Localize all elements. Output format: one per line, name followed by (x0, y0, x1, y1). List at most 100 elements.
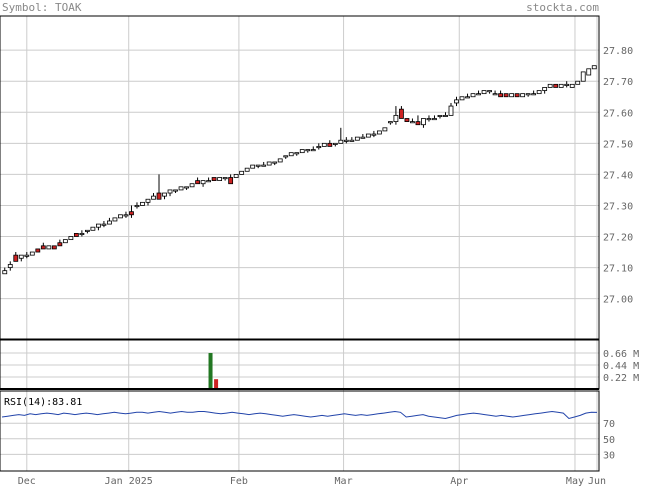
candle-body (354, 136, 360, 141)
candle-body (162, 192, 167, 197)
x-tick-label: Mar (335, 476, 353, 486)
candle-body (365, 133, 371, 138)
candle-body (476, 93, 481, 96)
candle-body (316, 146, 322, 149)
candle-body (272, 161, 278, 164)
rsi-line (1, 410, 598, 420)
candle-body (558, 83, 564, 88)
candle-body (376, 130, 382, 135)
candle-body (211, 177, 217, 182)
volume-bar (214, 379, 219, 389)
candle-body (101, 223, 107, 226)
candle-body (57, 242, 63, 247)
candle-body (151, 195, 156, 200)
candle-body (371, 133, 377, 136)
price-tick-label: 27.80 (603, 46, 633, 57)
candle-body (217, 177, 223, 182)
candle-body (233, 173, 239, 178)
candle-body (503, 93, 509, 98)
price-tick-label: 27.10 (603, 264, 633, 275)
candle-body (228, 177, 234, 185)
candle-body (536, 90, 542, 95)
candle-body (305, 149, 311, 152)
candle-body (288, 152, 294, 157)
price-panel-frame (0, 15, 600, 340)
candle-body (112, 217, 118, 222)
x-tick-label: Apr (450, 476, 468, 486)
candle-body (184, 186, 189, 189)
candle-body (443, 114, 448, 117)
candle-body (277, 158, 283, 163)
candle-body (167, 189, 173, 194)
rsi-label: RSI(14):83.81 (4, 397, 82, 408)
volume-tick-label: 0.66 M (603, 349, 639, 360)
candle-body (343, 139, 349, 142)
price-tick-label: 27.30 (603, 201, 633, 212)
rsi-tick-label: 30 (603, 450, 615, 461)
candle-body (156, 192, 162, 200)
candle-body (388, 121, 393, 124)
candle-body (35, 248, 41, 253)
volume-bar (208, 353, 213, 389)
candle-body (51, 245, 57, 250)
candle-body (410, 121, 415, 124)
candle-body (255, 164, 261, 167)
candle-body (178, 186, 184, 191)
candle-body (360, 136, 366, 139)
candle-body (542, 87, 548, 91)
candle-body (404, 118, 410, 122)
candle-body (509, 93, 515, 98)
symbol-label: Symbol: TOAK (2, 1, 82, 14)
candle-body (118, 214, 123, 219)
candle-body (382, 127, 388, 132)
candle-body (62, 239, 68, 244)
candle-body (498, 93, 503, 98)
x-tick-label: Jan 2025 (105, 476, 153, 486)
candle-body (250, 164, 256, 169)
candle-body (173, 189, 178, 192)
candle-body (206, 180, 211, 183)
candle-body (200, 180, 206, 185)
candle-body (399, 108, 404, 119)
candle-body (294, 152, 300, 155)
candle-body (195, 180, 200, 185)
candle-body (586, 68, 592, 76)
candle-body (432, 118, 437, 121)
grid-lines (0, 16, 599, 471)
price-tick-label: 27.70 (603, 77, 633, 88)
candle-body (531, 93, 537, 96)
candle-body (96, 223, 101, 228)
candle-body (140, 201, 145, 206)
candle-body (266, 161, 272, 166)
x-tick-label: Jun (588, 476, 606, 486)
candle-body (29, 251, 35, 256)
candle-body (283, 155, 289, 158)
candle-body (591, 65, 597, 70)
rsi-panel-frame (0, 390, 600, 472)
candle-body (421, 118, 426, 126)
candle-body (575, 80, 581, 85)
volume-tick-label: 0.22 M (603, 373, 639, 384)
candle-body (487, 90, 492, 93)
price-tick-label: 27.60 (603, 108, 633, 119)
candle-body (564, 83, 570, 86)
rsi-tick-label: 50 (603, 435, 615, 446)
candle-body (299, 149, 305, 154)
axis-labels: 27.80 27.70 27.60 27.50 27.40 27.30 27.20 27.10… (18, 46, 639, 486)
candle-body (481, 90, 487, 95)
candle-body (40, 245, 46, 250)
candle-body (426, 118, 432, 121)
candle-body (448, 105, 454, 116)
candle-body (79, 233, 85, 236)
candle-body (465, 96, 470, 99)
candle-body (7, 264, 13, 268)
candle-body (580, 71, 586, 82)
candle-body (547, 83, 553, 88)
candle-body (321, 142, 327, 147)
candle-body (459, 96, 465, 101)
candle-body (13, 254, 19, 262)
candle-body (437, 114, 443, 117)
x-tick-label: Feb (230, 476, 248, 486)
candle-body (145, 198, 151, 203)
candle-body (123, 214, 129, 217)
